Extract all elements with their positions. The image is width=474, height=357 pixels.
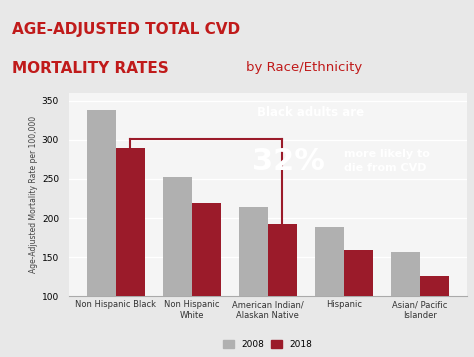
Text: by Race/Ethnicity: by Race/Ethnicity — [246, 61, 363, 74]
Legend: 2008, 2018: 2008, 2018 — [219, 337, 316, 353]
Bar — [87, 110, 116, 357]
Text: AGE-ADJUSTED TOTAL CVD: AGE-ADJUSTED TOTAL CVD — [12, 22, 240, 37]
Bar — [344, 250, 373, 357]
Bar — [163, 177, 192, 357]
Bar — [391, 252, 420, 357]
Text: MORTALITY RATES: MORTALITY RATES — [12, 61, 169, 76]
Bar — [315, 227, 344, 357]
Text: Black adults are: Black adults are — [257, 106, 364, 119]
Y-axis label: Age-Adjusted Mortality Rate per 100,000: Age-Adjusted Mortality Rate per 100,000 — [28, 116, 37, 273]
Text: more likely to
die from CVD: more likely to die from CVD — [344, 149, 430, 174]
Bar — [116, 149, 145, 357]
Bar — [420, 276, 449, 357]
Text: 32%: 32% — [253, 147, 325, 176]
Bar — [239, 207, 268, 357]
Bar — [268, 224, 297, 357]
Bar — [192, 203, 221, 357]
